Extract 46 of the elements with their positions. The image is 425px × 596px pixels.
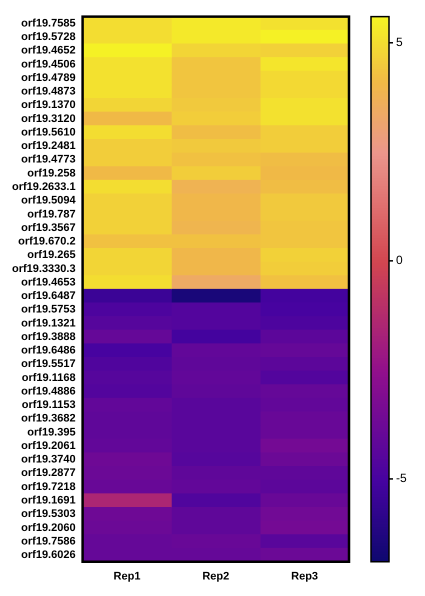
y-tick-label: orf19.3682 [21, 412, 76, 425]
y-tick-label: orf19.2061 [21, 440, 76, 452]
y-tick-label: orf19.2877 [21, 467, 76, 480]
y-tick-label: orf19.5517 [21, 358, 76, 370]
y-tick-label: orf19.3330.3 [12, 262, 76, 275]
y-tick-label: orf19.4886 [21, 385, 76, 398]
y-tick-label: orf19.5610 [21, 126, 76, 138]
x-tick-label: Rep3 [291, 570, 318, 582]
y-tick-label: orf19.6486 [21, 344, 76, 357]
y-tick-label: orf19.7218 [21, 480, 76, 493]
y-tick-label: orf19.6026 [21, 549, 76, 562]
y-tick-label: orf19.3888 [21, 330, 76, 343]
y-tick-label: orf19.5303 [21, 508, 76, 520]
y-tick-label: orf19.5728 [21, 31, 76, 44]
color-bar-label: 5 [396, 35, 403, 50]
y-tick-label: orf19.7586 [21, 535, 76, 548]
y-tick-label: orf19.1321 [21, 317, 76, 330]
y-tick-label: orf19.2481 [21, 140, 76, 152]
x-tick-label: Rep2 [202, 570, 230, 582]
y-tick-label: orf19.4773 [21, 154, 76, 166]
y-tick-label: orf19.4789 [21, 72, 76, 84]
y-tick-label: orf19.1691 [21, 494, 76, 506]
y-tick-label: orf19.265 [27, 249, 76, 262]
y-tick-label: orf19.787 [27, 208, 76, 220]
x-tick-label: Rep1 [114, 570, 140, 582]
color-bar-label: 0 [396, 253, 403, 268]
y-tick-label: orf19.1153 [22, 399, 76, 412]
y-tick-label: orf19.4873 [21, 86, 76, 98]
y-tick-label: orf19.395 [27, 426, 76, 438]
color-bar-label: -5 [396, 471, 407, 486]
y-tick-label: orf19.6487 [21, 290, 76, 302]
y-tick-label: orf19.1168 [22, 372, 76, 384]
y-tick-label: orf19.5753 [21, 304, 76, 316]
y-tick-label: orf19.670.2 [18, 236, 76, 248]
y-tick-label: orf19.3740 [21, 454, 76, 466]
y-tick-label: orf19.258 [27, 167, 76, 180]
y-tick-label: orf19.2060 [21, 522, 76, 534]
y-tick-label: orf19.7585 [21, 17, 76, 30]
y-tick-label: orf19.4653 [21, 276, 76, 288]
y-tick-label: orf19.4652 [21, 44, 76, 57]
y-tick-label: orf19.1370 [21, 99, 76, 112]
y-tick-label: orf19.3567 [21, 222, 76, 234]
y-tick-label: orf19.4506 [21, 58, 76, 70]
y-tick-label: orf19.5094 [21, 194, 76, 207]
y-tick-label: orf19.2633.1 [12, 181, 76, 194]
y-tick-label: orf19.3120 [21, 112, 76, 125]
